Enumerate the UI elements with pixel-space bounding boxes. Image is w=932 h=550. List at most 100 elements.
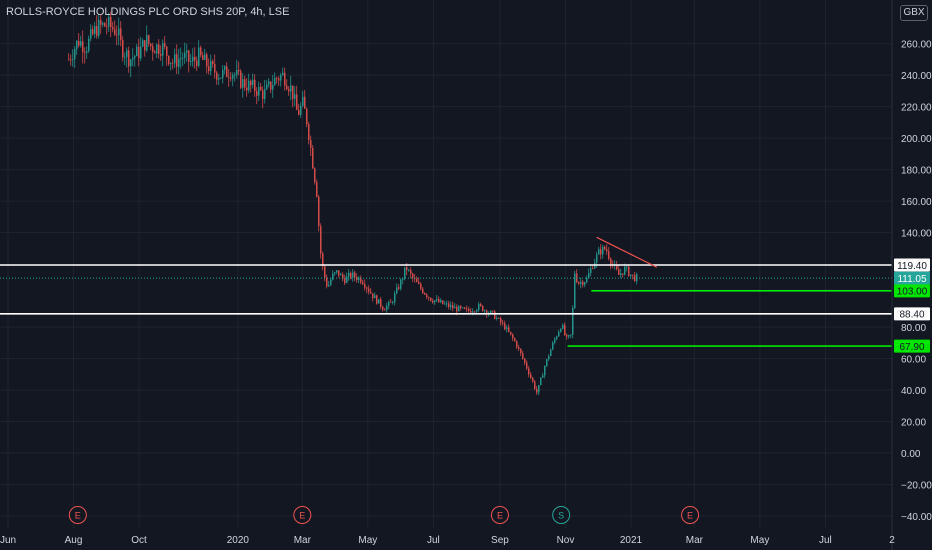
candle-body (382, 306, 384, 310)
candle-body (628, 266, 630, 277)
earnings-event-marker[interactable]: E (293, 506, 312, 524)
candle-body (282, 72, 284, 76)
candle-body (338, 270, 340, 276)
candle-body (260, 86, 262, 91)
candle-body (366, 287, 368, 289)
horizontal-levels: 119.40 111.05 103.00 88.40 67.90 (0, 258, 930, 353)
candle-body (304, 96, 306, 109)
candle-body (80, 41, 82, 46)
event-circle (681, 506, 700, 524)
candle-body (394, 293, 396, 303)
earnings-event-marker[interactable]: E (490, 506, 509, 524)
candle-body (194, 56, 196, 61)
earnings-event-marker[interactable]: E (68, 506, 87, 524)
earnings-event-marker[interactable]: E (681, 506, 700, 524)
candle-body (122, 39, 124, 58)
candle-body (136, 46, 138, 57)
time-tick-label: May (750, 535, 769, 546)
candle-body (374, 295, 376, 299)
candle-body (590, 268, 592, 274)
candle-body (430, 297, 432, 301)
candle-body (252, 79, 254, 86)
candle-body (434, 300, 436, 303)
candle-body (510, 331, 512, 335)
candle-body (214, 63, 216, 73)
currency-button[interactable]: GBX (900, 5, 928, 21)
candle-body (342, 274, 344, 279)
candle-body (622, 273, 624, 275)
price-tick-label: 0.00 (901, 449, 921, 460)
candle-body (120, 28, 122, 40)
price-tick-label: −40.00 (901, 512, 932, 523)
price-tick-label: 240.00 (901, 71, 932, 82)
candle-body (508, 327, 510, 332)
time-tick-label: 2021 (620, 535, 643, 546)
candle-body (298, 109, 300, 115)
candle-body (232, 74, 234, 79)
candle-body (144, 40, 146, 51)
candle-body (526, 362, 528, 369)
candle-body (360, 277, 362, 283)
candle-body (490, 310, 492, 313)
candle-body (116, 34, 118, 36)
candle-body (380, 299, 382, 307)
candle-body (196, 60, 198, 66)
candle-body (358, 277, 360, 281)
candle-body (500, 318, 502, 323)
candle-body (478, 304, 480, 310)
candle-body (226, 66, 228, 77)
candle-body (178, 58, 180, 67)
price-level-label: 88.40 (899, 310, 924, 321)
time-axis[interactable]: Jun Aug Oct 2020 Mar May Jul Sep Nov 2021 Mar May Ju… (0, 535, 895, 546)
candle-body (482, 305, 484, 312)
candle-body (616, 264, 618, 270)
candle-body (476, 309, 478, 312)
candle-body (372, 293, 374, 299)
candle-body (556, 336, 558, 340)
candle-body (564, 324, 566, 335)
candle-body (296, 94, 298, 110)
candle-body (228, 76, 230, 78)
candle-body (152, 46, 154, 52)
candle-body (386, 305, 388, 310)
candle-body (592, 268, 594, 270)
candle-body (164, 43, 166, 47)
price-tick-label: 40.00 (901, 386, 926, 397)
candle-body (138, 46, 140, 59)
candle-body (156, 44, 158, 54)
candle-body (528, 368, 530, 375)
split-event-marker[interactable]: S (552, 506, 571, 524)
candle-body (534, 381, 536, 389)
candle-body (130, 59, 132, 67)
price-axis[interactable]: 260.00240.00220.00200.00180.00160.00140.… (891, 0, 932, 550)
candle-body (250, 80, 252, 86)
candle-body (280, 75, 282, 81)
candle-body (180, 58, 182, 59)
candle-body (352, 272, 354, 278)
candle-body (554, 339, 556, 343)
candle-body (606, 249, 608, 252)
candle-body (586, 277, 588, 283)
candle-body (474, 311, 476, 313)
candle-body (346, 276, 348, 283)
candle-body (234, 74, 236, 76)
candle-body (320, 226, 322, 254)
candle-body (166, 46, 168, 56)
candle-body (416, 279, 418, 283)
candle-body (572, 308, 574, 335)
candle-body (182, 57, 184, 59)
candle-body (536, 388, 538, 393)
candle-body (460, 306, 462, 308)
candle-body (286, 85, 288, 90)
price-level-label: 103.00 (897, 287, 928, 298)
candle-body (468, 308, 470, 311)
candle-body (162, 43, 164, 56)
candle-body (552, 342, 554, 350)
candle-body (310, 140, 312, 148)
candle-body (580, 281, 582, 284)
candle-body (608, 251, 610, 259)
candle-body (170, 62, 172, 64)
candle-body (344, 278, 346, 283)
candle-body (512, 334, 514, 339)
